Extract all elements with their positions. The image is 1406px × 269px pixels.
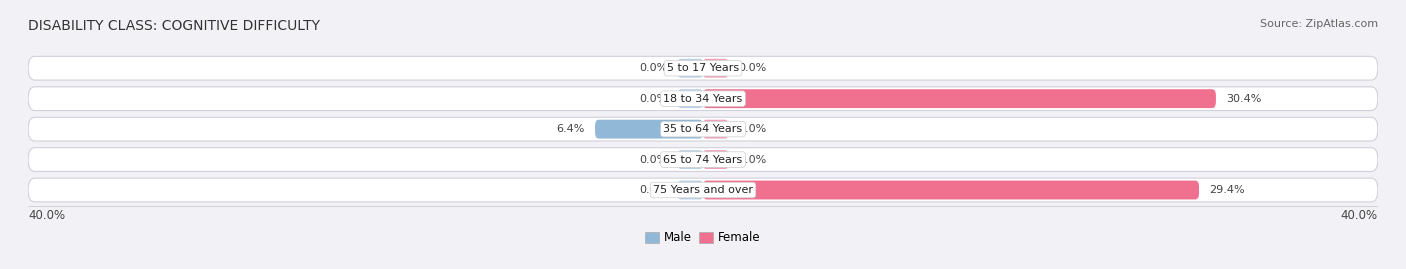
Text: 40.0%: 40.0% [28, 209, 65, 222]
FancyBboxPatch shape [28, 178, 1378, 202]
FancyBboxPatch shape [28, 117, 1378, 141]
Text: 0.0%: 0.0% [738, 155, 766, 165]
FancyBboxPatch shape [28, 87, 1378, 111]
FancyBboxPatch shape [595, 120, 703, 139]
Text: 0.0%: 0.0% [738, 124, 766, 134]
FancyBboxPatch shape [703, 89, 1216, 108]
FancyBboxPatch shape [703, 180, 1199, 200]
FancyBboxPatch shape [28, 56, 1378, 80]
Legend: Male, Female: Male, Female [641, 227, 765, 249]
FancyBboxPatch shape [703, 150, 728, 169]
Text: 0.0%: 0.0% [640, 63, 668, 73]
Text: 29.4%: 29.4% [1209, 185, 1244, 195]
Text: Source: ZipAtlas.com: Source: ZipAtlas.com [1260, 19, 1378, 29]
Text: 0.0%: 0.0% [640, 155, 668, 165]
FancyBboxPatch shape [703, 120, 728, 139]
Text: 65 to 74 Years: 65 to 74 Years [664, 155, 742, 165]
Text: 18 to 34 Years: 18 to 34 Years [664, 94, 742, 104]
Text: DISABILITY CLASS: COGNITIVE DIFFICULTY: DISABILITY CLASS: COGNITIVE DIFFICULTY [28, 19, 321, 33]
Text: 75 Years and over: 75 Years and over [652, 185, 754, 195]
FancyBboxPatch shape [703, 59, 728, 78]
Text: 0.0%: 0.0% [738, 63, 766, 73]
FancyBboxPatch shape [678, 89, 703, 108]
Text: 40.0%: 40.0% [1341, 209, 1378, 222]
FancyBboxPatch shape [678, 150, 703, 169]
Text: 6.4%: 6.4% [557, 124, 585, 134]
FancyBboxPatch shape [678, 59, 703, 78]
Text: 0.0%: 0.0% [640, 185, 668, 195]
FancyBboxPatch shape [28, 148, 1378, 171]
Text: 5 to 17 Years: 5 to 17 Years [666, 63, 740, 73]
FancyBboxPatch shape [678, 180, 703, 200]
Text: 30.4%: 30.4% [1226, 94, 1261, 104]
Text: 35 to 64 Years: 35 to 64 Years [664, 124, 742, 134]
Text: 0.0%: 0.0% [640, 94, 668, 104]
